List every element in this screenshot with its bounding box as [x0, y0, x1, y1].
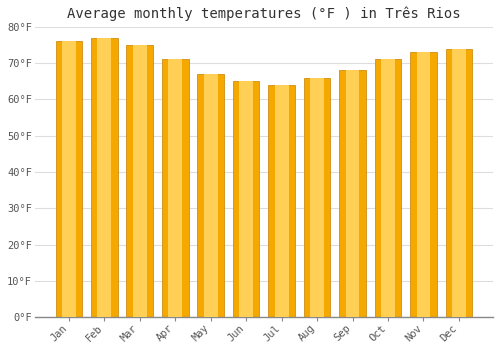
- Bar: [233, 81, 260, 317]
- Bar: [452, 49, 466, 317]
- Bar: [274, 85, 288, 317]
- Bar: [381, 60, 395, 317]
- Bar: [410, 52, 437, 317]
- Bar: [310, 78, 324, 317]
- Bar: [98, 38, 111, 317]
- Bar: [168, 60, 182, 317]
- Bar: [268, 85, 295, 317]
- Bar: [56, 41, 82, 317]
- Bar: [346, 70, 360, 317]
- Bar: [62, 41, 76, 317]
- Bar: [126, 45, 153, 317]
- Bar: [339, 70, 366, 317]
- Title: Average monthly temperatures (°F ) in Três Rios: Average monthly temperatures (°F ) in Tr…: [67, 7, 460, 21]
- Bar: [416, 52, 430, 317]
- Bar: [374, 60, 402, 317]
- Bar: [446, 49, 472, 317]
- Bar: [304, 78, 330, 317]
- Bar: [133, 45, 146, 317]
- Bar: [91, 38, 118, 317]
- Bar: [198, 74, 224, 317]
- Bar: [162, 60, 188, 317]
- Bar: [239, 81, 253, 317]
- Bar: [204, 74, 218, 317]
